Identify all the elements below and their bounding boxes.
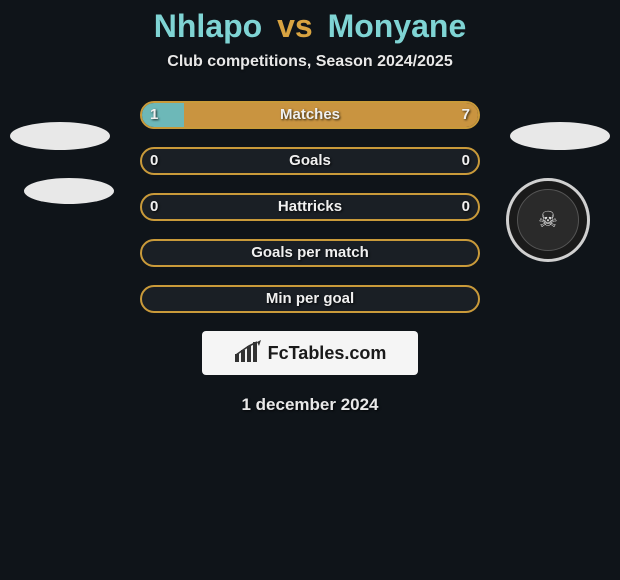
stat-row: Goals00 (140, 147, 480, 175)
logo-chart-icon (234, 340, 262, 367)
page-title: Nhlapo vs Monyane (0, 8, 620, 45)
stat-value-left: 1 (150, 101, 158, 129)
stat-row: Min per goal (140, 285, 480, 313)
stat-row: Hattricks00 (140, 193, 480, 221)
bar-track (140, 101, 480, 129)
stat-value-right: 0 (462, 193, 470, 221)
bar-fill-left (142, 103, 184, 127)
stat-row: Matches17 (140, 101, 480, 129)
vs-separator: vs (277, 8, 313, 44)
player-right-club-badge: ☠ (506, 178, 590, 262)
bar-track (140, 193, 480, 221)
player-left-avatar-placeholder (10, 122, 110, 150)
stat-row: Goals per match (140, 239, 480, 267)
bar-track (140, 239, 480, 267)
bar-track (140, 285, 480, 313)
bar-track (140, 147, 480, 175)
stat-value-left: 0 (150, 147, 158, 175)
date-text: 1 december 2024 (0, 395, 620, 415)
player-right-name: Monyane (328, 8, 467, 44)
player-left-club-placeholder (24, 178, 114, 204)
stat-value-right: 7 (462, 101, 470, 129)
stat-bars: Matches17Goals00Hattricks00Goals per mat… (140, 101, 480, 313)
player-right-avatar-placeholder (510, 122, 610, 150)
skull-crossbones-icon: ☠ (538, 209, 558, 231)
stat-value-left: 0 (150, 193, 158, 221)
stat-value-right: 0 (462, 147, 470, 175)
fctables-logo[interactable]: FcTables.com (202, 331, 418, 375)
subtitle: Club competitions, Season 2024/2025 (0, 53, 620, 71)
logo-text: FcTables.com (268, 343, 387, 364)
club-badge-inner: ☠ (517, 189, 579, 251)
bar-fill-right (184, 103, 478, 127)
player-left-name: Nhlapo (154, 8, 262, 44)
